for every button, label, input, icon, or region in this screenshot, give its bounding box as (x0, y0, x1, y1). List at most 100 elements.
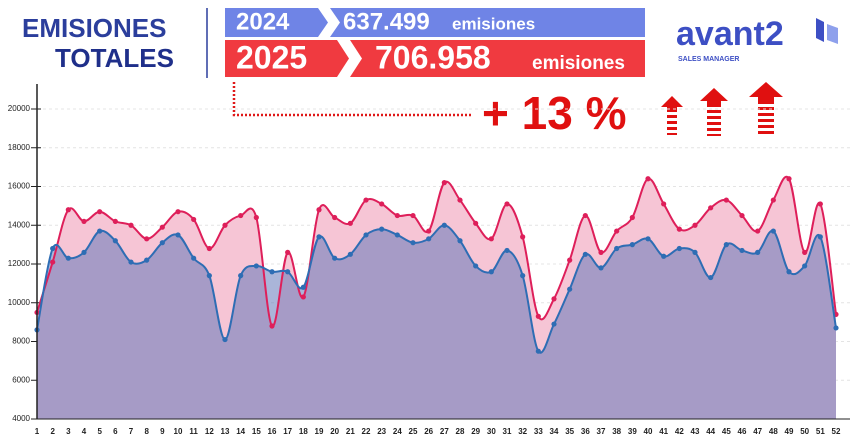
point (488, 236, 494, 242)
chevron (337, 40, 362, 77)
x-tick-label: 29 (471, 427, 480, 436)
point (316, 234, 322, 240)
x-tick-label: 3 (66, 427, 71, 436)
point (300, 294, 306, 300)
total-value: 637.499 (343, 8, 430, 35)
logo-icon (816, 18, 838, 44)
y-tick-label: 18000 (8, 143, 31, 152)
point (473, 263, 479, 269)
y-tick-label: 8000 (12, 337, 30, 346)
point (629, 242, 635, 248)
point (708, 205, 714, 211)
point (770, 197, 776, 203)
x-tick-label: 14 (236, 427, 245, 436)
point (316, 207, 322, 213)
connector (232, 82, 473, 117)
point (598, 249, 604, 255)
point (614, 228, 620, 234)
point (723, 197, 729, 203)
point (363, 197, 369, 203)
x-tick-label: 36 (581, 427, 590, 436)
point (332, 255, 338, 261)
point (112, 218, 118, 224)
x-tick-label: 5 (97, 427, 102, 436)
point (786, 269, 792, 275)
x-tick-label: 2 (50, 427, 55, 436)
point (300, 284, 306, 290)
chevron (318, 8, 340, 37)
x-tick-label: 11 (189, 427, 198, 436)
title-line: EMISIONES (22, 13, 166, 43)
point (504, 201, 510, 207)
point (426, 236, 432, 242)
point (410, 212, 416, 219)
title-line: TOTALES (55, 43, 174, 73)
point (614, 245, 620, 252)
point (285, 269, 291, 275)
point (159, 240, 165, 246)
x-tick-label: 32 (518, 427, 527, 436)
point (253, 263, 259, 269)
y-tick-label: 10000 (8, 298, 31, 307)
point (97, 209, 103, 215)
point (175, 232, 181, 238)
point (661, 201, 667, 207)
point (159, 224, 165, 230)
point (253, 214, 259, 221)
point (347, 220, 353, 226)
x-tick-label: 45 (722, 427, 731, 436)
point (222, 222, 228, 228)
x-tick-label: 17 (283, 427, 292, 436)
point (81, 249, 87, 255)
x-tick-label: 15 (252, 427, 261, 436)
point (112, 238, 118, 244)
logo-sub: SALES MANAGER (678, 56, 739, 63)
point (206, 245, 212, 252)
x-tick-label: 35 (565, 427, 574, 436)
x-tick-label: 47 (753, 427, 762, 436)
x-tick-label: 10 (174, 427, 183, 436)
x-tick-label: 28 (456, 427, 465, 436)
x-tick-label: 20 (330, 427, 339, 436)
x-tick-label: 4 (82, 427, 87, 436)
x-tick-label: 37 (597, 427, 606, 436)
x-tick-label: 12 (205, 427, 214, 436)
point (582, 251, 588, 257)
point (65, 255, 71, 261)
x-tick-label: 6 (113, 427, 118, 436)
point (473, 220, 479, 226)
point (379, 226, 385, 232)
point (238, 212, 244, 219)
point (520, 273, 526, 279)
x-tick-label: 34 (550, 427, 559, 436)
point (128, 259, 134, 265)
point (50, 245, 56, 252)
point (786, 176, 792, 182)
point (645, 176, 651, 182)
change-label: + 13 % (482, 87, 627, 139)
point (661, 253, 667, 259)
point (535, 313, 541, 319)
banner-2025 (225, 40, 645, 77)
point (535, 348, 541, 354)
point (457, 238, 463, 244)
point (739, 247, 745, 254)
x-tick-label: 1 (35, 427, 40, 436)
year-label: 2025 (236, 39, 307, 75)
x-tick-label: 19 (315, 427, 324, 436)
point (222, 336, 228, 343)
point (692, 222, 698, 228)
x-tick-label: 22 (362, 427, 371, 436)
x-tick-label: 43 (691, 427, 700, 436)
point (206, 273, 212, 279)
x-tick-label: 27 (440, 427, 449, 436)
y-tick-label: 14000 (8, 220, 31, 229)
point (191, 216, 197, 223)
point (394, 212, 400, 219)
x-tick-label: 39 (628, 427, 637, 436)
x-tick-label: 23 (377, 427, 386, 436)
point (520, 234, 526, 240)
point (175, 209, 181, 215)
point (817, 201, 823, 207)
x-tick-label: 16 (268, 427, 277, 436)
